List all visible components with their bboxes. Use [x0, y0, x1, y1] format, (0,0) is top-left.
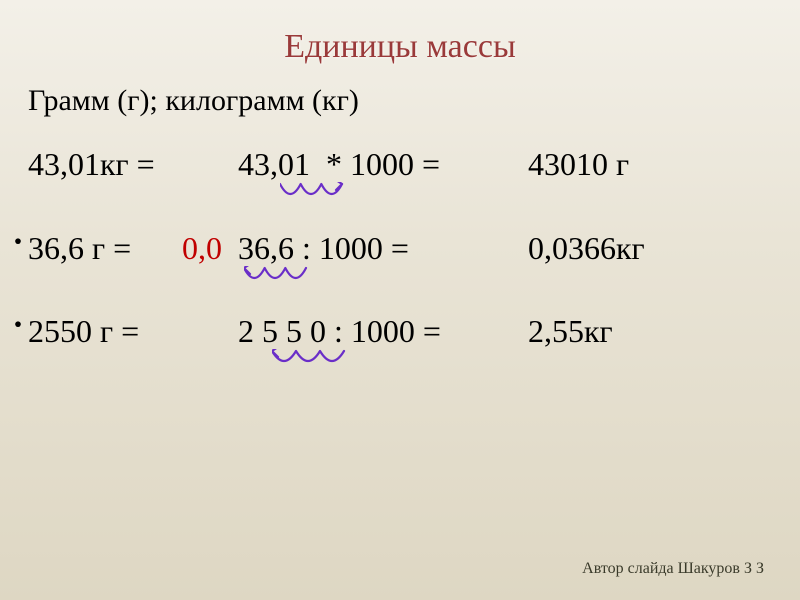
equation-row: 36,6 г =·36,6 : 1000 =0,00,0366кг [28, 228, 800, 270]
row-lhs: 43,01кг = [28, 144, 238, 186]
row-lhs: 2550 г =· [28, 311, 238, 353]
row-hint: 0,0 [182, 228, 222, 270]
slide-title: Единицы массы [0, 0, 800, 66]
row-result: 43010 г [528, 144, 629, 186]
content-rows: 43,01кг =43,01 * 1000 =43010 г36,6 г =·3… [0, 144, 800, 353]
slide-subtitle: Грамм (г); килограмм (кг) [28, 84, 800, 118]
row-expression: 36,6 : 1000 =0,0 [238, 228, 528, 270]
row-result: 0,0366кг [528, 228, 645, 270]
row-expression: 43,01 * 1000 = [238, 144, 528, 186]
equation-row: 2550 г =·2 5 5 0 : 1000 =2,55кг [28, 311, 800, 353]
row-result: 2,55кг [528, 311, 613, 353]
slide-footer: Автор слайда Шакуров З З [582, 560, 764, 578]
equation-row: 43,01кг =43,01 * 1000 =43010 г [28, 144, 800, 186]
row-expression: 2 5 5 0 : 1000 = [238, 311, 528, 353]
